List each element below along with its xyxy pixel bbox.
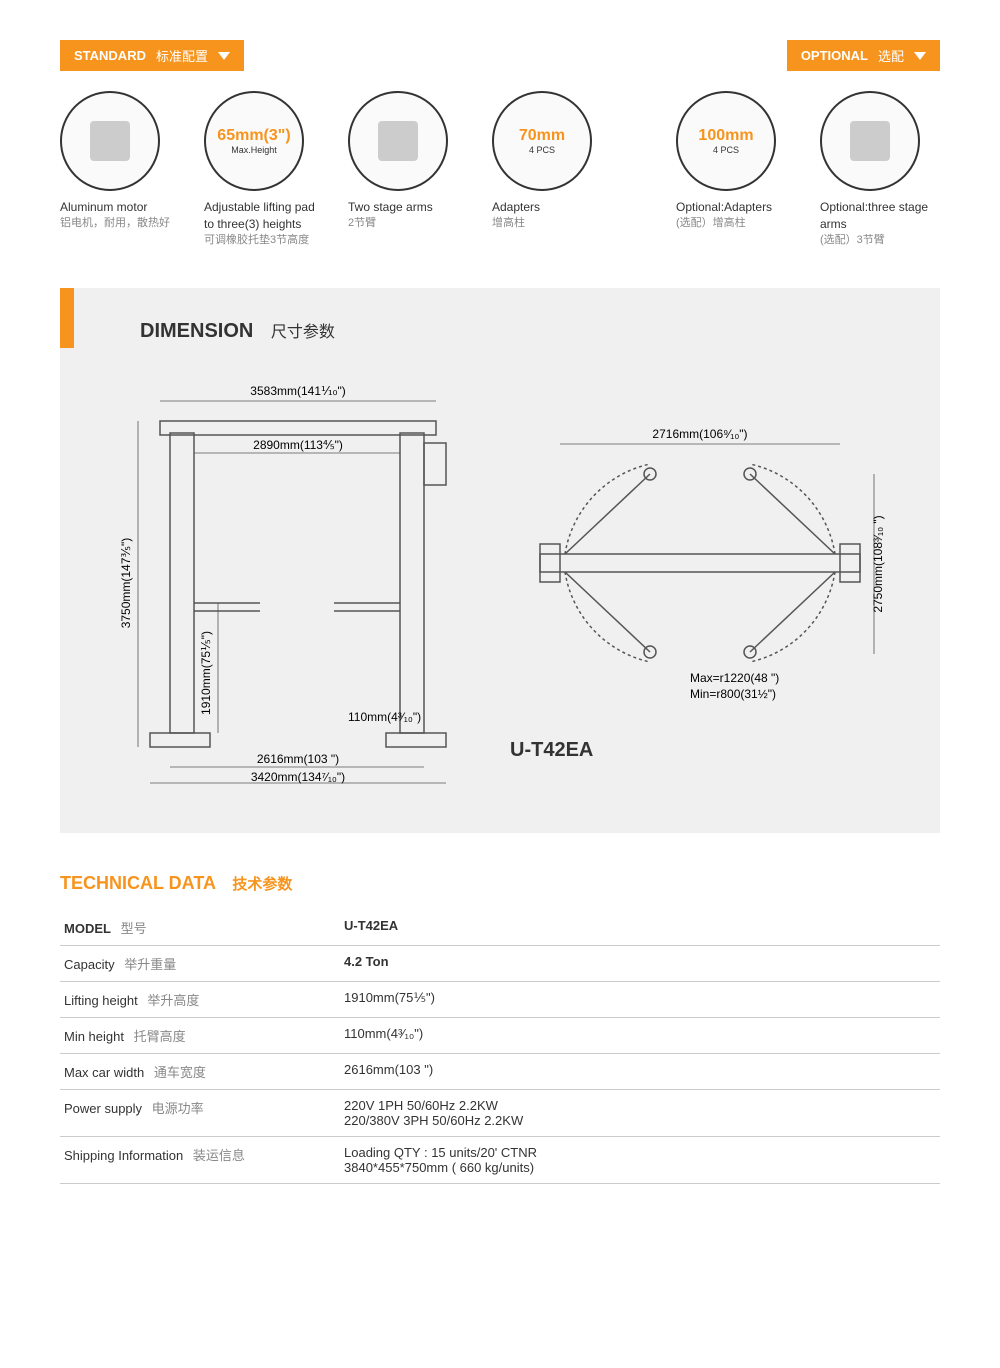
badge-standard-cn: 标准配置 <box>156 46 208 65</box>
model-label: U-T42EA <box>510 739 890 762</box>
technical-title: TECHNICAL DATA 技术参数 <box>60 873 940 894</box>
badge-optional: OPTIONAL 选配 <box>787 40 940 71</box>
dim-overall-h: 3750mm(147⅗") <box>119 538 133 629</box>
feature-circle-icon: 100mm4 PCS <box>676 91 776 191</box>
tech-value: 2616mm(103 ") <box>340 1053 940 1089</box>
feature-circle-icon <box>820 91 920 191</box>
dim-top-h: 2750mm(108³⁄₁₀ ") <box>871 515 885 612</box>
tech-label: Max car width 通车宽度 <box>60 1053 340 1089</box>
dim-min-h: 110mm(4³⁄₁₀") <box>348 710 421 724</box>
feature-item: Two stage arms2节臂 <box>348 91 468 248</box>
feature-title: Adapters <box>492 199 612 216</box>
feature-item: 100mm4 PCS Optional:Adapters(选配）增高柱 <box>676 91 796 248</box>
tech-value: 4.2 Ton <box>340 945 940 981</box>
feature-item: Aluminum motor铝电机，耐用，散热好 <box>60 91 180 248</box>
feature-subtitle: 增高柱 <box>492 216 612 231</box>
dimension-title-en: DIMENSION <box>140 320 253 342</box>
feature-circle-icon <box>348 91 448 191</box>
table-row: Max car width 通车宽度2616mm(103 ") <box>60 1053 940 1089</box>
feature-subtitle: (选配）增高柱 <box>676 216 796 231</box>
badge-optional-en: OPTIONAL <box>801 48 868 63</box>
tech-value: 220V 1PH 50/60Hz 2.2KW220/380V 3PH 50/60… <box>340 1089 940 1136</box>
diagrams: 3583mm(141⅒") 2890mm(113⅘") 3750mm(147⅗"… <box>100 373 900 793</box>
tech-label: Capacity 举升重量 <box>60 945 340 981</box>
tech-label: MODEL 型号 <box>60 910 340 946</box>
tech-label: Shipping Information 装运信息 <box>60 1136 340 1183</box>
feature-item: Optional:three stage arms(选配）3节臂 <box>820 91 940 248</box>
table-row: Min height 托臂高度110mm(4³⁄₁₀") <box>60 1017 940 1053</box>
features-row: Aluminum motor铝电机，耐用，散热好65mm(3")Max.Heig… <box>60 91 940 248</box>
orange-bar <box>60 288 74 348</box>
technical-title-en: TECHNICAL DATA <box>60 873 215 893</box>
dimension-section: DIMENSION 尺寸参数 <box>60 288 940 833</box>
feature-subtitle: (选配）3节臂 <box>820 233 940 248</box>
tech-label: Min height 托臂高度 <box>60 1017 340 1053</box>
feature-item: 65mm(3")Max.Height Adjustable lifting pad… <box>204 91 324 248</box>
tech-value: U-T42EA <box>340 910 940 946</box>
feature-circle-icon: 70mm4 PCS <box>492 91 592 191</box>
header-badges: STANDARD 标准配置 OPTIONAL 选配 <box>60 40 940 71</box>
technical-table: MODEL 型号U-T42EACapacity 举升重量4.2 TonLifti… <box>60 910 940 1184</box>
features-standard: Aluminum motor铝电机，耐用，散热好65mm(3")Max.Heig… <box>60 91 612 248</box>
top-view-container: 2716mm(106⁹⁄₁₀") 2750mm(108³⁄₁₀ ") Max=r… <box>510 404 890 762</box>
dim-inner-w: 2890mm(113⅘") <box>253 438 343 452</box>
triangle-down-icon <box>218 52 230 60</box>
dim-min-r: Min=r800(31½") <box>690 687 776 701</box>
technical-title-cn: 技术参数 <box>232 876 292 893</box>
badge-standard-en: STANDARD <box>74 48 146 63</box>
dim-lift-h: 1910mm(75⅕") <box>199 631 213 715</box>
feature-subtitle: 2节臂 <box>348 216 468 231</box>
dimension-title-cn: 尺寸参数 <box>271 324 335 341</box>
dim-base-outer: 3420mm(134⁷⁄₁₀") <box>251 770 345 784</box>
feature-title: Optional:Adapters <box>676 199 796 216</box>
badge-standard: STANDARD 标准配置 <box>60 40 244 71</box>
table-row: Power supply 电源功率220V 1PH 50/60Hz 2.2KW2… <box>60 1089 940 1136</box>
dim-max-r: Max=r1220(48 ") <box>690 671 779 685</box>
table-row: Lifting height 举升高度1910mm(75⅕") <box>60 981 940 1017</box>
feature-circle-icon: 65mm(3")Max.Height <box>204 91 304 191</box>
feature-title: Adjustable lifting pad to three(3) heigh… <box>204 199 324 233</box>
tech-label: Power supply 电源功率 <box>60 1089 340 1136</box>
dim-span: 2716mm(106⁹⁄₁₀") <box>652 427 747 441</box>
features-optional: 100mm4 PCS Optional:Adapters(选配）增高柱 Option… <box>676 91 940 248</box>
feature-title: Aluminum motor <box>60 199 180 216</box>
front-elevation-diagram: 3583mm(141⅒") 2890mm(113⅘") 3750mm(147⅗"… <box>100 373 480 793</box>
tech-value: 110mm(4³⁄₁₀") <box>340 1017 940 1053</box>
dim-overall-w: 3583mm(141⅒") <box>250 384 345 398</box>
dim-base-w: 2616mm(103 ") <box>257 752 339 766</box>
feature-title: Optional:three stage arms <box>820 199 940 233</box>
tech-value: Loading QTY : 15 units/20' CTNR3840*455*… <box>340 1136 940 1183</box>
triangle-down-icon <box>914 52 926 60</box>
feature-subtitle: 铝电机，耐用，散热好 <box>60 216 180 231</box>
badge-optional-cn: 选配 <box>878 46 904 65</box>
tech-label: Lifting height 举升高度 <box>60 981 340 1017</box>
table-row: MODEL 型号U-T42EA <box>60 910 940 946</box>
feature-title: Two stage arms <box>348 199 468 216</box>
feature-item: 70mm4 PCS Adapters增高柱 <box>492 91 612 248</box>
feature-circle-icon <box>60 91 160 191</box>
top-view-diagram: 2716mm(106⁹⁄₁₀") 2750mm(108³⁄₁₀ ") Max=r… <box>510 404 890 724</box>
table-row: Capacity 举升重量4.2 Ton <box>60 945 940 981</box>
tech-value: 1910mm(75⅕") <box>340 981 940 1017</box>
table-row: Shipping Information 装运信息Loading QTY : 1… <box>60 1136 940 1183</box>
technical-section: TECHNICAL DATA 技术参数 MODEL 型号U-T42EACapac… <box>60 873 940 1184</box>
feature-subtitle: 可调橡胶托垫3节高度 <box>204 233 324 248</box>
dimension-title: DIMENSION 尺寸参数 <box>140 318 900 343</box>
